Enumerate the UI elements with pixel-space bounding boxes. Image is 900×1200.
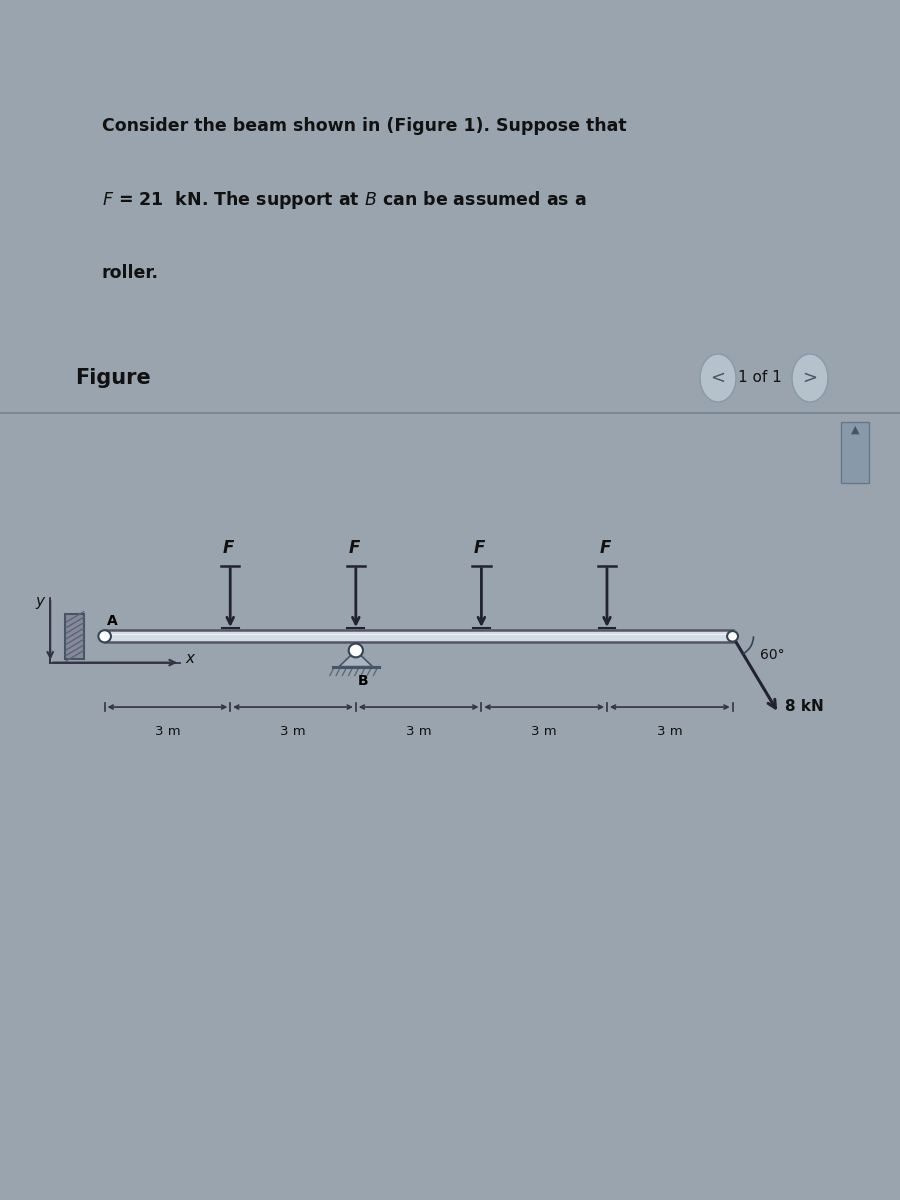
Text: y: y (36, 594, 45, 608)
Bar (65, 614, 84, 659)
Text: 1 of 1: 1 of 1 (738, 371, 782, 385)
Text: F: F (474, 540, 485, 558)
Text: Consider the beam shown in (Figure 1). Suppose that: Consider the beam shown in (Figure 1). S… (102, 116, 626, 134)
Circle shape (700, 354, 736, 402)
Circle shape (792, 354, 828, 402)
Text: Figure: Figure (75, 368, 151, 388)
Text: x: x (185, 650, 194, 666)
Text: >: > (803, 370, 817, 386)
Text: 3 m: 3 m (280, 725, 306, 738)
Text: ▲: ▲ (850, 425, 860, 434)
Text: roller.: roller. (102, 264, 159, 282)
Text: 3 m: 3 m (155, 725, 180, 738)
Text: 8 kN: 8 kN (785, 700, 824, 714)
Polygon shape (339, 650, 373, 667)
Text: 3 m: 3 m (531, 725, 557, 738)
Text: 60°: 60° (760, 648, 785, 661)
Text: B: B (358, 674, 368, 688)
Text: F: F (222, 540, 234, 558)
Circle shape (348, 643, 363, 658)
Circle shape (98, 630, 111, 642)
Text: F: F (348, 540, 360, 558)
Bar (841, 421, 869, 484)
Circle shape (727, 631, 738, 642)
Text: 3 m: 3 m (406, 725, 431, 738)
Text: 3 m: 3 m (657, 725, 682, 738)
Text: A: A (107, 614, 118, 629)
Text: <: < (710, 370, 725, 386)
Text: $\mathit{F}$ = 21  $\mathbf{kN}$. The support at $\mathit{B}$ can be assumed as : $\mathit{F}$ = 21 $\mathbf{kN}$. The sup… (102, 188, 587, 211)
Text: F: F (599, 540, 611, 558)
Bar (104, 630, 733, 642)
